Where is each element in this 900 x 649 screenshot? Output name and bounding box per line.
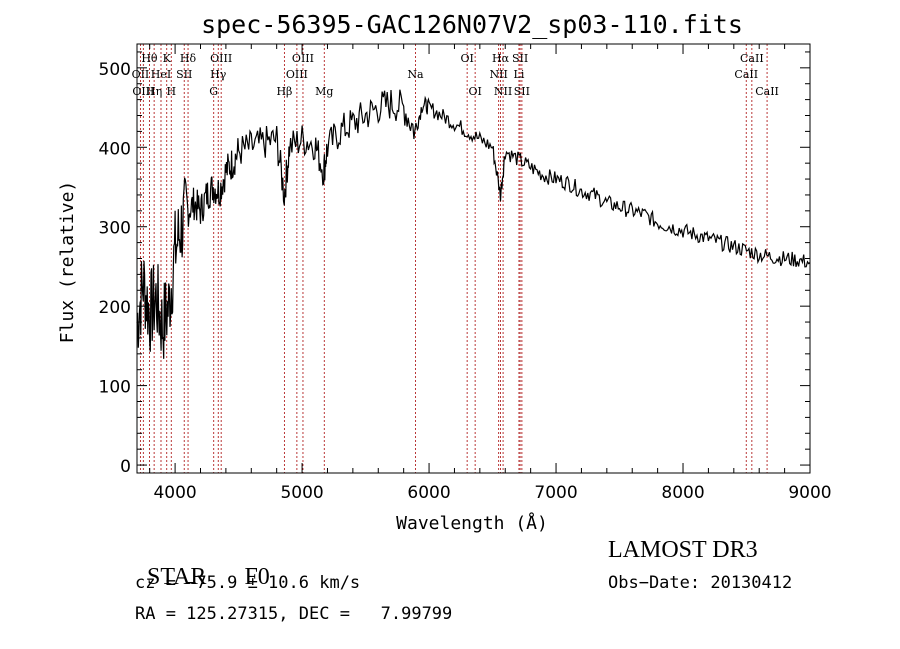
coordinates: RA = 125.27315, DEC = 7.99799: [135, 604, 453, 624]
spectral-class: F0: [244, 564, 270, 590]
spectrum-line: [136, 89, 811, 359]
x-tick-label: 8000: [661, 483, 704, 503]
plot-frame: [136, 43, 811, 474]
y-tick-label: 100: [99, 378, 131, 398]
line-marker-label: Na: [407, 68, 424, 81]
line-marker-label: OIII: [210, 52, 232, 65]
line-marker-label: OI: [460, 52, 473, 65]
line-marker-label: OII: [132, 68, 150, 81]
line-marker-label: Hη: [146, 85, 162, 98]
line-marker-label: OIII: [286, 68, 308, 81]
line-marker-label: HeI: [151, 68, 171, 81]
line-marker-label: Hβ: [276, 85, 292, 98]
x-tick-label: 6000: [407, 483, 450, 503]
x-axis-label: Wavelength (Å): [396, 512, 548, 534]
emission-line-labels: OIIOIIIHθHηHeIKHSIIHδGHγOIIIHβOIIIOIIIMg…: [132, 52, 779, 98]
y-tick-label: 0: [120, 457, 131, 477]
x-axis: 4000 5000 6000 7000 8000 9000: [149, 44, 832, 503]
x-tick-label: 7000: [534, 483, 577, 503]
y-axis-label: Flux (relative): [57, 181, 78, 344]
line-marker-label: H: [166, 85, 176, 98]
line-marker-label: Hδ: [180, 52, 197, 65]
line-marker-label: CaII: [740, 52, 764, 65]
y-tick-label: 400: [99, 139, 131, 159]
line-marker-label: Hθ: [141, 52, 158, 65]
x-tick-label: 9000: [788, 483, 831, 503]
x-tick-label: 5000: [280, 483, 323, 503]
line-marker-label: G: [209, 85, 218, 98]
line-marker-label: Mg: [315, 85, 333, 98]
line-marker-label: NII: [489, 68, 507, 81]
chart-title: spec-56395-GAC126N07V2_sp03-110.fits: [201, 10, 743, 39]
survey-name: LAMOST DR3: [608, 537, 758, 563]
y-tick-label: 300: [99, 219, 131, 239]
y-tick-label: 500: [99, 60, 131, 80]
object-type: STAR: [147, 564, 207, 590]
observation-date: Obs−Date: 20130412: [608, 573, 793, 593]
line-marker-label: Hγ: [210, 68, 227, 81]
emission-line-markers: [139, 44, 768, 473]
line-marker-label: SII: [514, 85, 530, 98]
line-marker-label: CaII: [755, 85, 779, 98]
line-marker-label: Li: [514, 68, 525, 81]
object-classification: STAR F0: [135, 537, 270, 591]
line-marker-label: Hα: [492, 52, 510, 65]
x-tick-label: 4000: [153, 483, 196, 503]
line-marker-label: SII: [512, 52, 528, 65]
redshift-info: cz = −75.9 ± 10.6 km/s: [135, 573, 361, 593]
line-marker-label: K: [163, 52, 172, 65]
line-marker-label: OIII: [132, 85, 154, 98]
y-axis: 0 100 200 300 400 500: [99, 51, 810, 477]
line-marker-label: OIII: [292, 52, 314, 65]
line-marker-label: OI: [468, 85, 481, 98]
y-tick-label: 200: [99, 298, 131, 318]
line-marker-label: NII: [494, 85, 512, 98]
line-marker-label: SII: [176, 68, 192, 81]
line-marker-label: CaII: [734, 68, 758, 81]
